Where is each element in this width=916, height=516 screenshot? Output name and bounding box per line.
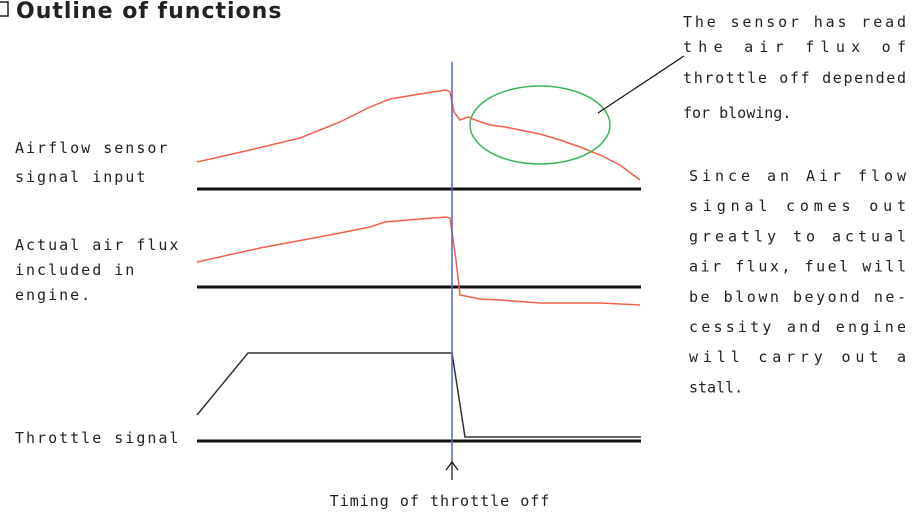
note-text: stall.	[689, 378, 743, 396]
note-text: signal comes out	[689, 197, 906, 215]
note-text: Since an Air flow	[689, 167, 907, 185]
callout-text: for blowing.	[683, 104, 791, 122]
callout-line	[597, 55, 685, 114]
row-label: Throttle signal	[15, 429, 180, 447]
timing-arrow-head	[445, 461, 459, 471]
note-text: will carry out a	[689, 348, 906, 366]
row-label: included in	[15, 261, 136, 279]
air-flux-curve	[196, 216, 641, 306]
row-label: Airflow sensor	[15, 139, 169, 157]
title-box	[0, 1, 9, 17]
callout-text: the air flux of	[683, 38, 906, 56]
note-text: air flux, fuel will	[689, 258, 906, 276]
row-label: engine.	[15, 286, 92, 304]
row-label: signal input	[15, 168, 147, 186]
timing-label: Timing of throttle off	[330, 492, 551, 510]
callout-text: throttle off depended	[683, 69, 906, 87]
highlight-ellipse	[469, 85, 611, 165]
throttle-curve	[196, 352, 641, 438]
callout-text: The sensor has read	[683, 13, 906, 31]
note-text: be blown beyond ne-	[689, 288, 906, 306]
row-label: Actual air flux	[15, 236, 180, 254]
note-text: cessity and engine	[689, 318, 906, 336]
airflow-curve	[196, 89, 641, 181]
title: Outline of functions	[16, 0, 282, 24]
note-text: greatly to actual	[689, 227, 906, 245]
